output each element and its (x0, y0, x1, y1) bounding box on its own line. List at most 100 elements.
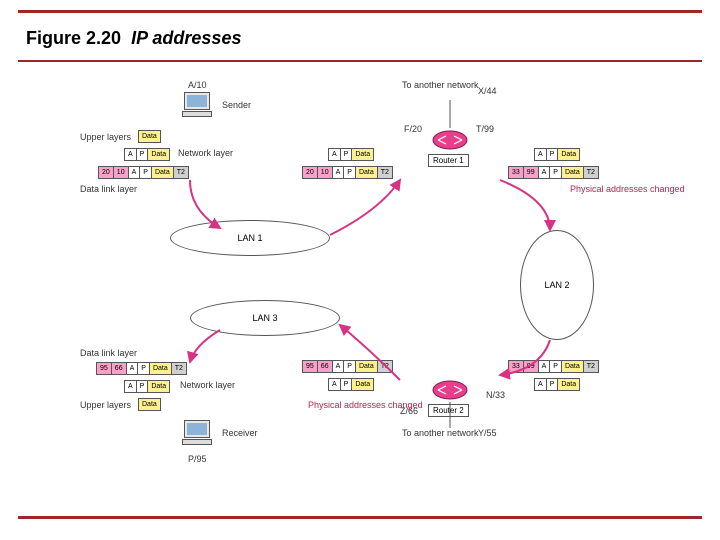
network-layer-label-2: Network layer (180, 380, 235, 390)
seg: A (329, 379, 341, 390)
seg: P (344, 167, 356, 178)
rule-bottom (18, 516, 702, 519)
seg: P (140, 167, 152, 178)
seg: Data (148, 381, 169, 392)
seg: T2 (584, 361, 598, 372)
seg: P (341, 379, 353, 390)
seg: P (137, 149, 149, 160)
seg: Data (356, 167, 378, 178)
receiver-computer (180, 420, 214, 450)
seg: A (535, 149, 547, 160)
seg: 20 (99, 167, 114, 178)
seg: Data (150, 363, 172, 374)
phys-changed-2: Physical addresses changed (308, 400, 368, 410)
packet-ap-3: A P Data (534, 148, 580, 161)
figure-caption: IP addresses (131, 28, 241, 48)
seg: T2 (172, 363, 186, 374)
seg: P (137, 381, 149, 392)
seg: Data (148, 149, 169, 160)
seg: 66 (112, 363, 127, 374)
sender-addr: A/10 (188, 80, 207, 90)
phys-changed-1: Physical addresses changed (570, 184, 630, 194)
rule-mid (18, 60, 702, 62)
seg: Data (352, 149, 373, 160)
seg: T2 (174, 167, 188, 178)
receiver-addr: P/95 (188, 454, 207, 464)
rule-top (18, 10, 702, 13)
seg: 95 (303, 361, 318, 372)
seg: P (344, 361, 356, 372)
packet-frame-1: 20 10 A P Data T2 (98, 166, 189, 179)
packet-frame-6: 95 66 A P Data T2 (96, 362, 187, 375)
receiver-role: Receiver (222, 428, 258, 438)
packet-data-2: Data (138, 398, 161, 411)
seg: Data (558, 149, 579, 160)
packet-ap-4: A P Data (534, 378, 580, 391)
seg: 99 (524, 361, 539, 372)
diagram-area: A/10 Sender Upper layers Data A P Data N… (80, 80, 650, 510)
seg: 95 (97, 363, 112, 374)
packet-data-1: Data (138, 130, 161, 143)
network-layer-label-1: Network layer (178, 148, 233, 158)
datalink-label-2: Data link layer (80, 348, 137, 358)
seg: 99 (524, 167, 539, 178)
seg: Data (356, 361, 378, 372)
seg: 10 (318, 167, 333, 178)
upper-layers-label-1: Upper layers (80, 132, 131, 142)
seg: Data (562, 361, 584, 372)
seg: 66 (318, 361, 333, 372)
seg: P (547, 149, 559, 160)
seg: 10 (114, 167, 129, 178)
seg: P (547, 379, 559, 390)
seg: A (539, 361, 551, 372)
upper-layers-label-2: Upper layers (80, 400, 131, 410)
router1-left: F/20 (404, 124, 422, 134)
lan-2: LAN 2 (520, 230, 594, 340)
router2-right: N/33 (486, 390, 505, 400)
packet-frame-3: 33 99 A P Data T2 (508, 166, 599, 179)
packet-frame-5: 95 66 A P Data T2 (302, 360, 393, 373)
router1-topnote: To another network (402, 80, 472, 90)
sender-role: Sender (222, 100, 251, 110)
seg: T2 (378, 361, 392, 372)
seg: 20 (303, 167, 318, 178)
seg: A (329, 149, 341, 160)
packet-frame-4: 33 99 A P Data T2 (508, 360, 599, 373)
router1-x: X/44 (478, 86, 497, 96)
seg: P (550, 167, 562, 178)
seg: A (333, 167, 345, 178)
seg: Data (352, 379, 373, 390)
router-1-icon (432, 130, 468, 150)
seg: Data (152, 167, 174, 178)
router-2-box: Router 2 (428, 404, 469, 417)
lan-2-label: LAN 2 (544, 280, 569, 290)
packet-frame-2: 20 10 A P Data T2 (302, 166, 393, 179)
seg: A (129, 167, 141, 178)
packet-ap-5: A P Data (328, 378, 374, 391)
lan-1: LAN 1 (170, 220, 330, 256)
seg: Data (139, 399, 160, 410)
figure-number: Figure 2.20 (26, 28, 121, 48)
router2-botnote: To another network (402, 428, 472, 438)
seg: P (550, 361, 562, 372)
packet-ap-1: A P Data (124, 148, 170, 161)
seg: P (341, 149, 353, 160)
router-1-box: Router 1 (428, 154, 469, 167)
seg: T2 (584, 167, 598, 178)
sender-computer (180, 92, 214, 122)
seg: A (125, 149, 137, 160)
seg: T2 (378, 167, 392, 178)
seg: 33 (509, 361, 524, 372)
router2-y: Y/55 (478, 428, 497, 438)
lan-3: LAN 3 (190, 300, 340, 336)
seg: A (539, 167, 551, 178)
seg: A (125, 381, 137, 392)
packet-ap-2: A P Data (328, 148, 374, 161)
seg: Data (558, 379, 579, 390)
router1-right: T/99 (476, 124, 494, 134)
lan-3-label: LAN 3 (252, 313, 277, 323)
seg: 33 (509, 167, 524, 178)
datalink-label-1: Data link layer (80, 184, 137, 194)
figure-title: Figure 2.20 IP addresses (26, 28, 241, 49)
seg: A (127, 363, 139, 374)
